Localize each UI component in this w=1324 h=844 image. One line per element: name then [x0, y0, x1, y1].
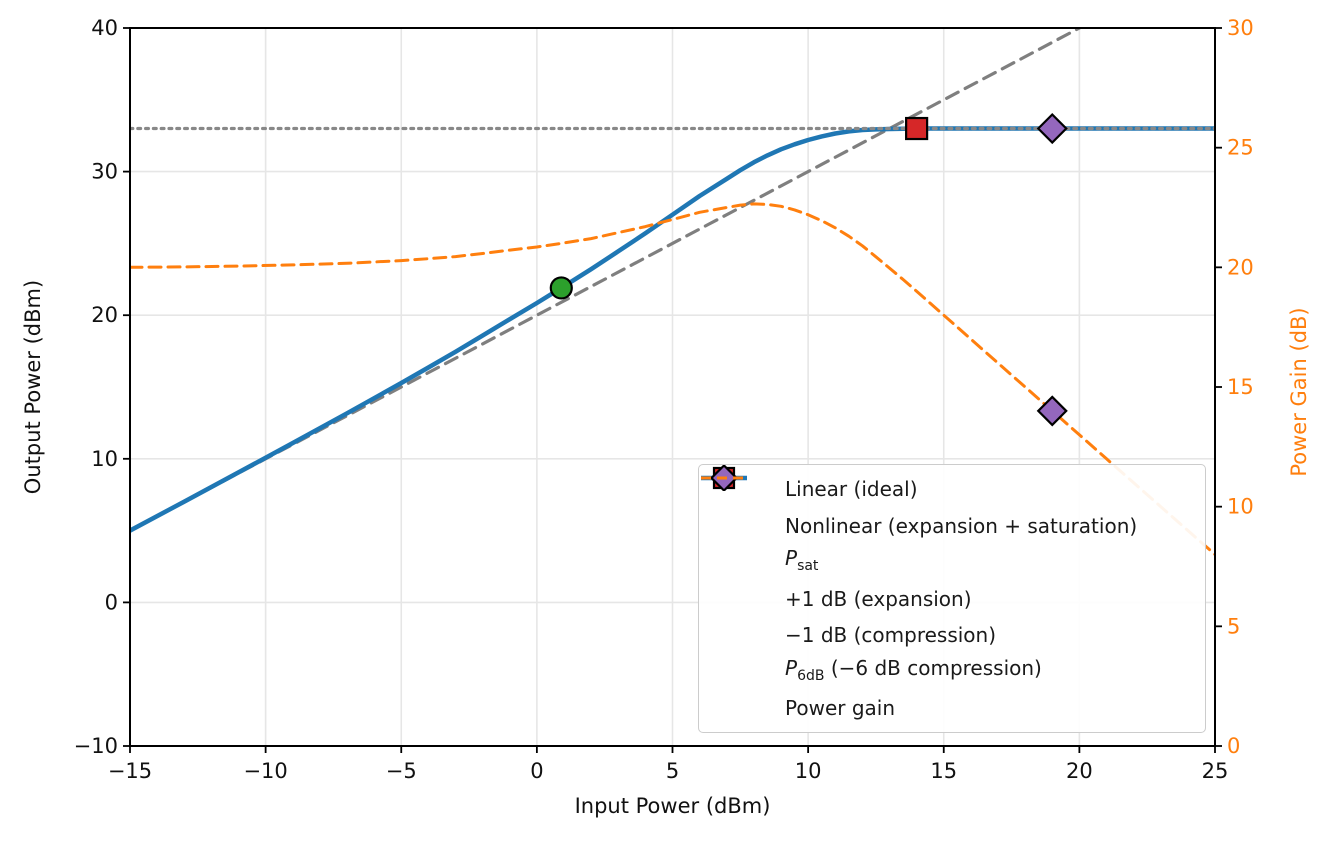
legend-item-nonlinear: Nonlinear (expansion + saturation) — [701, 475, 1187, 539]
x-tick-label: −10 — [243, 759, 287, 783]
x-axis-label: Input Power (dBm) — [574, 794, 771, 818]
axis-ticks — [123, 27, 1222, 753]
y-left-tick-label: 40 — [91, 16, 118, 40]
line-dashed-orange-icon — [701, 476, 769, 721]
y-axis-left-label: Output Power (dBm) — [21, 279, 45, 495]
x-tick-label: 0 — [530, 759, 543, 783]
diamond-purple-icon — [709, 465, 769, 685]
y-right-tick-label: 30 — [1227, 16, 1254, 40]
x-tick-label: 15 — [930, 759, 957, 783]
legend-label-plus1db: +1 dB (expansion) — [785, 586, 972, 611]
line-dotted-gray-icon — [701, 476, 769, 575]
square-red-icon — [712, 466, 769, 648]
y-left-tick-label: 20 — [91, 303, 118, 327]
x-tick-label: 20 — [1066, 759, 1093, 783]
legend-item-plus1db: +1 dB (expansion) — [712, 466, 1187, 612]
marker-p6db-output — [1036, 112, 1068, 145]
x-tick-label: 10 — [795, 759, 822, 783]
right-axis-markers — [1036, 395, 1068, 427]
y-right-tick-label: 25 — [1227, 136, 1254, 160]
legend-label-p6db: P6dB (−6 dB compression) — [785, 655, 1042, 684]
series-power-gain — [130, 202, 1215, 556]
y-right-tick-label: 10 — [1227, 495, 1254, 519]
legend: Linear (ideal) Nonlinear (expansion + sat… — [698, 464, 1206, 733]
legend-item-linear-ideal: Linear (ideal) — [701, 476, 1187, 501]
right-axis-series — [130, 202, 1215, 556]
legend-item-psat: Psat — [701, 476, 1187, 575]
x-tick-label: −15 — [108, 759, 152, 783]
y-right-tick-label: 20 — [1227, 255, 1254, 279]
y-axis-right-label: Power Gain (dB) — [1287, 307, 1311, 477]
y-right-tick-label: 5 — [1227, 614, 1240, 638]
y-right-tick-label: 15 — [1227, 375, 1254, 399]
legend-label-power-gain: Power gain — [785, 696, 896, 720]
left-axis-markers — [549, 112, 1068, 300]
x-tick-label: 25 — [1202, 759, 1229, 783]
plot-grid — [129, 27, 1216, 747]
y-left-tick-label: −10 — [74, 734, 118, 758]
marker-m1db-compression — [905, 116, 929, 141]
marker-p1db-expansion — [549, 276, 573, 300]
y-left-tick-label: 0 — [105, 590, 118, 614]
y-left-tick-label: 10 — [91, 447, 118, 471]
marker-p6db-gain — [1036, 395, 1068, 427]
legend-label-minus1db: −1 dB (compression) — [785, 623, 997, 647]
line-solid-blue-icon — [701, 475, 769, 539]
legend-item-power-gain: Power gain — [701, 476, 1187, 721]
axis-tick-labels: −15 −10 −5 0 5 10 15 20 25−100102030400510152025… — [74, 16, 1254, 783]
x-tick-label: 5 — [666, 759, 679, 783]
circle-green-icon — [712, 466, 769, 612]
y-right-tick-label: 0 — [1227, 734, 1240, 758]
series-linear-ideal — [130, 28, 1083, 533]
legend-label-linear-ideal: Linear (ideal) — [785, 477, 918, 501]
legend-item-p6db: P6dB (−6 dB compression) — [709, 465, 1187, 685]
x-tick-label: −5 — [386, 759, 417, 783]
legend-item-minus1db: −1 dB (compression) — [712, 466, 1187, 648]
legend-label-nonlinear: Nonlinear (expansion + saturation) — [785, 513, 1138, 538]
legend-label-psat: Psat — [785, 546, 819, 574]
y-left-tick-label: 30 — [91, 160, 118, 184]
